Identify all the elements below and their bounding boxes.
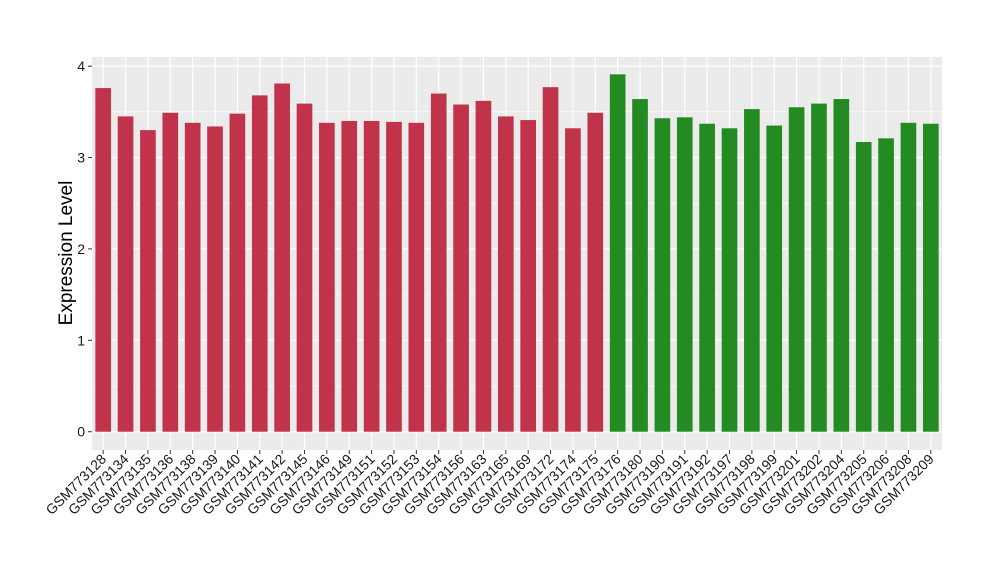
bar-GSM773146 [319, 122, 335, 432]
bar-GSM773135 [140, 130, 156, 432]
bar-GSM773191 [676, 117, 693, 432]
bar-GSM773176 [609, 74, 626, 432]
bar-GSM773142 [274, 83, 290, 432]
bar-GSM773169 [520, 120, 537, 432]
bar-GSM773149 [341, 120, 358, 432]
bar-GSM773128 [95, 88, 112, 432]
bar-GSM773204 [833, 99, 850, 432]
bar-GSM773209 [922, 123, 939, 432]
bar-GSM773205 [855, 141, 872, 432]
y-tick-label: 4 [77, 58, 85, 74]
y-tick-label: 2 [77, 241, 85, 257]
y-tick-label: 0 [77, 424, 85, 440]
bar-GSM773156 [453, 104, 469, 432]
y-tick-label: 3 [77, 150, 85, 166]
bar-GSM773154 [430, 93, 447, 432]
bar-GSM773208 [900, 122, 917, 432]
bar-GSM773151 [363, 120, 380, 432]
bar-GSM773174 [565, 128, 581, 432]
bar-GSM773190 [654, 118, 671, 432]
bar-GSM773141 [251, 95, 268, 432]
bar-GSM773165 [497, 116, 514, 432]
bar-GSM773197 [721, 128, 738, 432]
bar-GSM773140 [229, 113, 246, 432]
y-tick-label: 1 [77, 332, 85, 348]
y-axis: 0 1 2 3 4 [77, 58, 92, 440]
bar-GSM773192 [699, 123, 715, 432]
bars [95, 74, 939, 432]
bar-GSM773138 [184, 122, 201, 432]
bar-GSM773152 [386, 121, 402, 432]
bar-GSM773180 [632, 99, 648, 432]
bar-GSM773198 [744, 109, 760, 432]
bar-GSM773201 [788, 107, 805, 432]
bar-GSM773136 [162, 112, 179, 432]
bar-GSM773172 [542, 87, 559, 432]
bar-GSM773145 [296, 103, 313, 432]
bar-GSM773153 [408, 122, 425, 432]
bar-GSM773134 [117, 116, 134, 432]
bar-GSM773139 [207, 126, 223, 432]
y-axis-title: Expression Level [56, 181, 77, 326]
bar-GSM773163 [475, 100, 492, 432]
bar-GSM773175 [587, 112, 604, 432]
bar-GSM773202 [811, 103, 827, 432]
x-axis: GSM773128GSM773134GSM773135GSM773136GSM7… [42, 450, 937, 518]
bar-GSM773206 [878, 138, 894, 432]
bar-GSM773199 [766, 125, 783, 432]
